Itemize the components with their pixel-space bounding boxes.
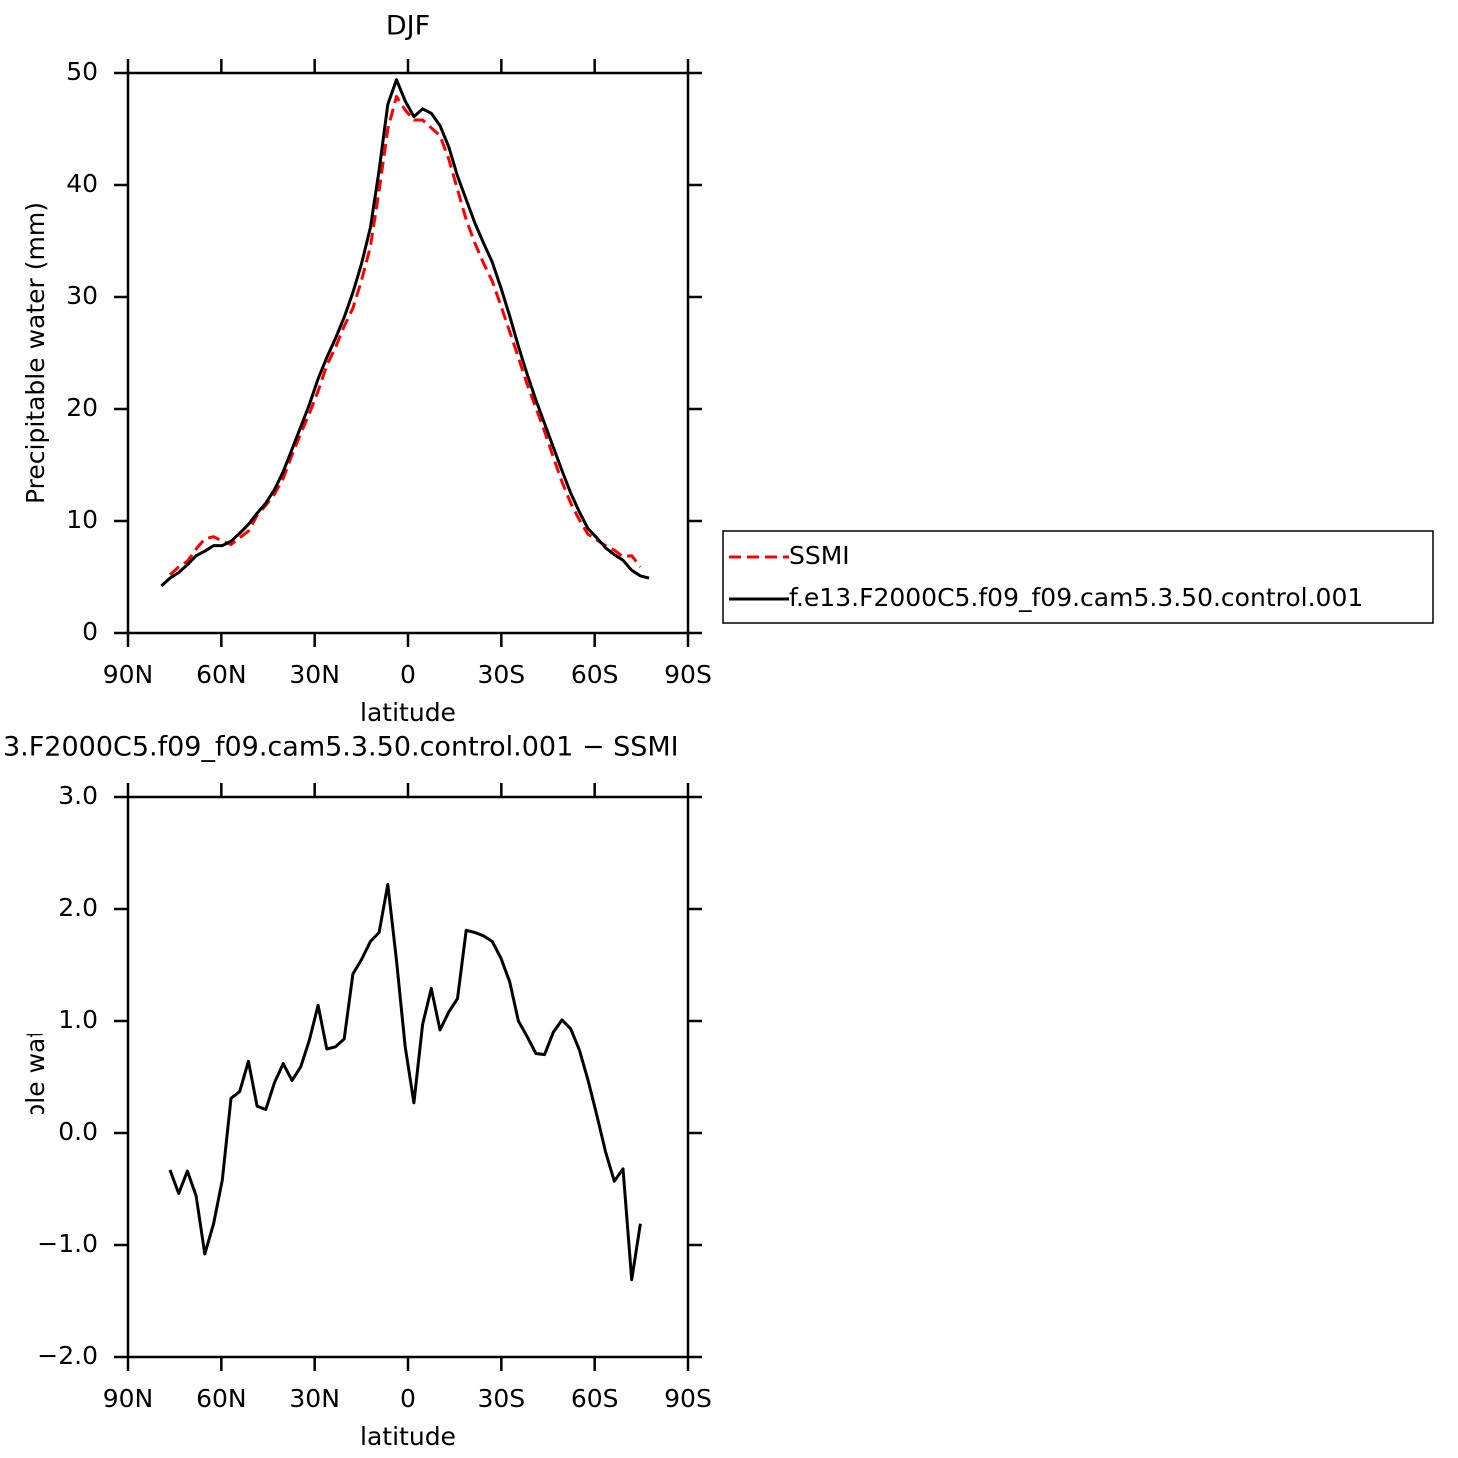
y-tick-label: 3.0 (58, 781, 98, 810)
x-axis-label: latitude (360, 1422, 456, 1451)
y-tick-label: 2.0 (58, 893, 98, 922)
x-tick-label: 90S (664, 1384, 712, 1413)
y-tick-label: −2.0 (37, 1341, 98, 1370)
chart-title: 3.F2000C5.f09_f09.cam5.3.50.control.001 … (3, 732, 679, 763)
x-tick-label: 90N (103, 660, 154, 689)
y-tick-label: 0 (82, 617, 98, 646)
y-tick-label: 50 (66, 57, 98, 86)
x-tick-label: 60S (571, 660, 619, 689)
data-line (168, 95, 642, 576)
x-tick-label: 30S (477, 660, 525, 689)
x-tick-label: 90N (103, 1384, 154, 1413)
y-tick-label: −1.0 (37, 1229, 98, 1258)
legend-label: SSMI (789, 541, 850, 570)
x-tick-label: 90S (664, 660, 712, 689)
y-tick-label: 40 (66, 169, 98, 198)
x-tick-label: 30S (477, 1384, 525, 1413)
y-tick-label: 1.0 (58, 1005, 98, 1034)
x-tick-label: 30N (289, 660, 340, 689)
x-axis-label: latitude (360, 698, 456, 727)
data-line (160, 78, 650, 588)
y-tick-label: 20 (66, 393, 98, 422)
y-axis-label: Precipitable water (mm) (21, 202, 50, 504)
legend-box (722, 530, 1434, 624)
plot-frame (126, 795, 690, 1359)
y-tick-label: 10 (66, 505, 98, 534)
legend-label: f.e13.F2000C5.f09_f09.cam5.3.50.control.… (789, 583, 1363, 612)
x-tick-label: 60S (571, 1384, 619, 1413)
x-tick-label: 60N (196, 660, 247, 689)
x-tick-label: 60N (196, 1384, 247, 1413)
data-line (168, 882, 642, 1282)
plot-frame (126, 71, 690, 635)
x-tick-label: 30N (289, 1384, 340, 1413)
x-tick-label: 0 (400, 1384, 416, 1413)
y-tick-label: 0.0 (58, 1117, 98, 1146)
y-tick-label: 30 (66, 281, 98, 310)
chart-title: DJF (386, 11, 430, 42)
x-tick-label: 0 (400, 660, 416, 689)
y-axis-label: Precipitable water (mm) (21, 926, 50, 1228)
